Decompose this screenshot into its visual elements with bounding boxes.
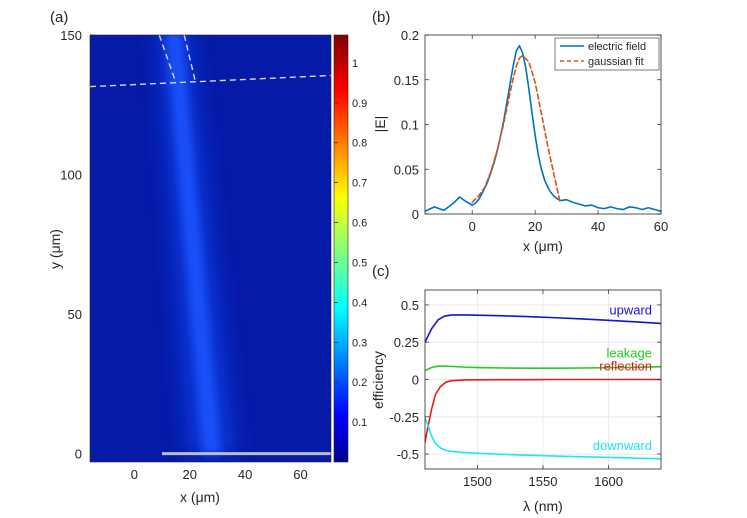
x-tick-label: 0 <box>131 467 138 482</box>
y-tick-label: 0.05 <box>394 162 419 177</box>
y-tick-label: 0.2 <box>401 28 419 43</box>
panel-c-ylabel: efficiency <box>370 351 386 409</box>
x-tick-label: 1500 <box>463 474 492 489</box>
panel-c-xlabel: λ (nm) <box>523 498 563 514</box>
x-tick-label: 1600 <box>594 474 623 489</box>
panel-a-ylabel: y (μm) <box>47 229 63 269</box>
x-tick-label: 40 <box>238 467 252 482</box>
colorbar-tick-label: 0.5 <box>352 257 367 269</box>
series-line-reflection <box>425 378 661 443</box>
panel-c: (c) 1500 1550 1600 -0.5 -0.25 0 0.25 0.5 upward… <box>370 263 662 514</box>
legend-b: electric field gaussian fit <box>554 37 660 71</box>
y-tick-label: 0.1 <box>401 118 419 133</box>
y-tick-label: 0 <box>75 447 82 462</box>
colorbar <box>333 34 349 463</box>
series-label-leakage: leakage <box>606 346 652 361</box>
colorbar-tick-label: 0.4 <box>352 297 367 309</box>
x-tick-label: 1550 <box>529 474 558 489</box>
y-tick-label: 50 <box>68 307 82 322</box>
x-tick-label: 0 <box>469 219 476 234</box>
panel-b-axes: 0 20 40 60 0 0.05 0.1 0.15 0.2 <box>394 28 669 234</box>
series-label-downward: downward <box>593 438 652 453</box>
dashed-guide-line <box>90 74 331 88</box>
x-tick-label: 60 <box>654 219 668 234</box>
dashed-guide-line <box>183 35 196 82</box>
colorbar-tick-label: 0.2 <box>352 377 367 389</box>
x-tick-label: 40 <box>591 219 605 234</box>
heatmap-frame <box>89 34 332 463</box>
dashed-guide-line <box>158 35 177 83</box>
x-tick-label: 20 <box>528 219 542 234</box>
panel-c-series <box>425 314 661 460</box>
panel-b-ylabel: |E| <box>372 116 388 133</box>
y-tick-label: -0.25 <box>389 410 419 425</box>
series-line-upward <box>425 314 661 344</box>
y-tick-label: 0 <box>412 207 419 222</box>
panel-c-axes: 1500 1550 1600 -0.5 -0.25 0 0.25 0.5 <box>389 290 661 489</box>
colorbar-ticks: 0.1 0.2 0.3 0.4 0.5 0.6 0.7 0.8 0.9 1 <box>334 58 367 429</box>
series-line-leakage <box>425 365 661 372</box>
beam-core <box>165 35 221 454</box>
y-tick-label: 100 <box>60 168 82 183</box>
series-label-reflection: reflection <box>599 359 652 374</box>
y-tick-label: 0.5 <box>401 298 419 313</box>
colorbar-tick-label: 0.1 <box>352 417 367 429</box>
y-tick-label: 150 <box>60 28 82 43</box>
panel-b-label: (b) <box>372 9 390 26</box>
legend-box <box>554 37 660 71</box>
y-tick-label: 0 <box>412 373 419 388</box>
colorbar-tick-label: 0.6 <box>352 218 367 230</box>
colorbar-tick-label: 0.9 <box>352 98 367 110</box>
panel-b-xlabel: x (μm) <box>523 238 563 254</box>
dashed-guides <box>90 35 331 88</box>
series-line-downward <box>425 417 661 460</box>
x-tick-label: 20 <box>182 467 196 482</box>
y-tick-label: -0.5 <box>397 447 419 462</box>
panel-a-label: (a) <box>50 9 68 26</box>
colorbar-tick-label: 0.8 <box>352 138 367 150</box>
series-label-upward: upward <box>609 302 652 317</box>
legend-label-gaussian-fit: gaussian fit <box>588 56 644 68</box>
panel-a-xlabel: x (μm) <box>180 489 220 505</box>
panel-b-series <box>425 44 661 213</box>
panel-c-label: (c) <box>372 263 390 280</box>
panel-b: (b) 0 20 40 60 0 0.05 0.1 0.15 0.2 x (μm) |E| el… <box>372 9 668 254</box>
legend-label-electric-field: electric field <box>588 41 646 53</box>
panel-a-axes: 0 20 40 60 0 50 100 150 <box>60 28 307 482</box>
colorbar-tick-label: 0.3 <box>352 337 367 349</box>
y-tick-label: 0.25 <box>394 335 419 350</box>
colorbar-tick-label: 0.7 <box>352 178 367 190</box>
series-line-gaussian-fit <box>471 54 562 205</box>
colorbar-tick-label: 1 <box>352 58 358 70</box>
y-tick-label: 0.15 <box>394 73 419 88</box>
x-tick-label: 60 <box>293 467 307 482</box>
series-line-electric-field <box>425 44 661 213</box>
